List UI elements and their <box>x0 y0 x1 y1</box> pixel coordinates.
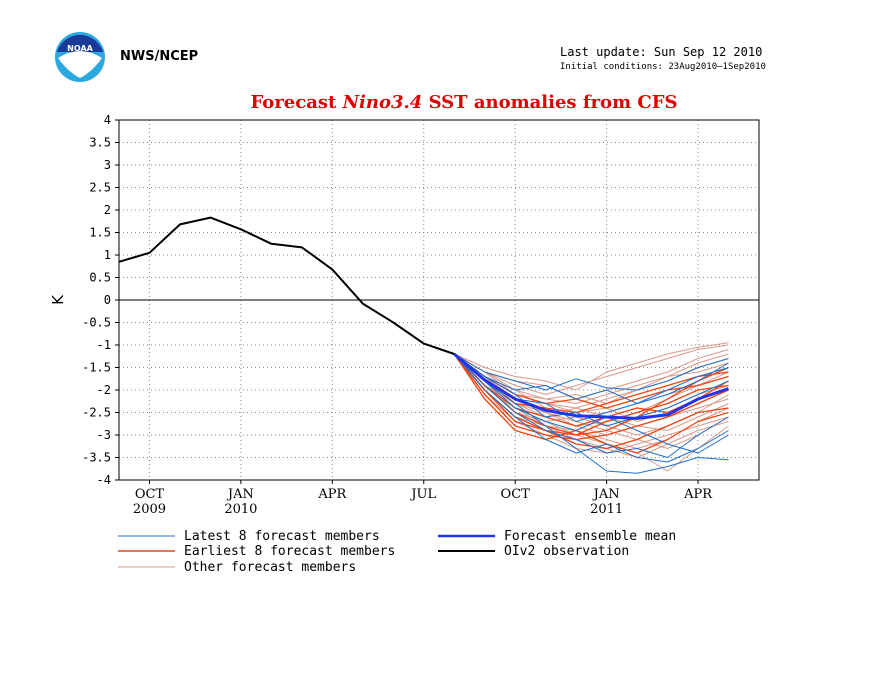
y-tick-label: 1.5 <box>89 226 111 240</box>
other-member-line <box>453 353 729 404</box>
x-tick-label: OCT <box>501 487 531 502</box>
x-tick-year: 2011 <box>590 502 623 517</box>
chart-title-part-2: Nino3.4 <box>342 92 423 113</box>
noaa-logo-text: NOAA <box>67 44 93 53</box>
ensemble-mean-series <box>453 352 729 420</box>
other-members-series <box>453 342 729 472</box>
plot-frame <box>118 119 760 481</box>
last-update: Last update: Sun Sep 12 2010 <box>560 45 762 59</box>
x-tick-year: 2009 <box>133 502 166 517</box>
chart-title-part-3: SST anomalies from CFS <box>429 92 678 113</box>
y-tick-label: 0.5 <box>89 271 111 285</box>
noaa-logo-top <box>57 34 103 52</box>
latest-member-line <box>453 353 729 404</box>
y-tick-label: -3.5 <box>82 451 111 465</box>
latest-member-line <box>453 353 729 474</box>
ensemble-mean-line <box>453 352 729 420</box>
other-member-line <box>453 353 729 449</box>
x-tick-label: APR <box>683 487 713 502</box>
earliest-member-line <box>453 353 729 441</box>
x-tick-label: APR <box>317 487 347 502</box>
latest-member-line <box>453 353 729 458</box>
observation-line <box>118 216 455 355</box>
x-tick-label: JUL <box>409 487 436 502</box>
y-tick-label: -2 <box>97 383 111 397</box>
y-tick-label: 3.5 <box>89 136 111 150</box>
y-tick-label: -2.5 <box>82 406 111 420</box>
y-tick-label: -1 <box>97 338 111 352</box>
x-tick-label: JAN <box>226 487 254 502</box>
y-tick-label: 4 <box>104 113 111 127</box>
y-tick-label: 0 <box>104 293 111 307</box>
other-member-line <box>453 342 729 391</box>
legend-label-latest: Latest 8 forecast members <box>184 529 380 544</box>
y-axis-ticks: 4 3.5 3 2.5 2 1.5 1 0.5 0 -0.5 -1 -1.5 -2 -2.5 -3 -3.5 -… <box>82 113 119 487</box>
latest-member-line <box>453 353 729 427</box>
latest-members-series <box>453 353 729 474</box>
y-tick-label: -1.5 <box>82 361 111 375</box>
y-tick-label: -3 <box>97 428 111 442</box>
x-tick-year: 2010 <box>224 502 257 517</box>
legend-label-other: Other forecast members <box>184 560 356 575</box>
y-tick-label: -0.5 <box>82 316 111 330</box>
chart-title: Forecast Nino3.4 SST anomalies from CFS <box>251 92 678 113</box>
y-tick-label: -4 <box>97 473 111 487</box>
agency-label: NWS/NCEP <box>120 49 198 64</box>
chart-title-part-1: Forecast <box>251 92 343 113</box>
observation-series <box>118 216 455 355</box>
y-axis-label: K <box>49 294 67 305</box>
latest-member-line <box>453 353 729 391</box>
y-tick-label: 3 <box>104 158 111 172</box>
y-tick-label: 2.5 <box>89 181 111 195</box>
earliest-member-line <box>453 353 729 436</box>
legend-label-earliest: Earliest 8 forecast members <box>184 544 395 559</box>
noaa-logo-gull <box>58 51 102 78</box>
y-tick-label: 1 <box>104 248 111 262</box>
latest-member-line <box>453 353 729 463</box>
legend-label-observation: OIv2 observation <box>504 544 629 559</box>
earliest-member-line <box>453 353 729 454</box>
x-tick-label: JAN <box>592 487 620 502</box>
y-tick-label: 2 <box>104 203 111 217</box>
latest-member-line <box>453 353 729 454</box>
legend-label-mean: Forecast ensemble mean <box>504 529 676 544</box>
noaa-logo: NOAA <box>55 32 105 82</box>
initial-conditions: Initial conditions: 23Aug2010–1Sep2010 <box>560 62 766 72</box>
x-tick-label: OCT <box>135 487 165 502</box>
legend: Latest 8 forecast members Forecast ensemb… <box>118 529 676 575</box>
